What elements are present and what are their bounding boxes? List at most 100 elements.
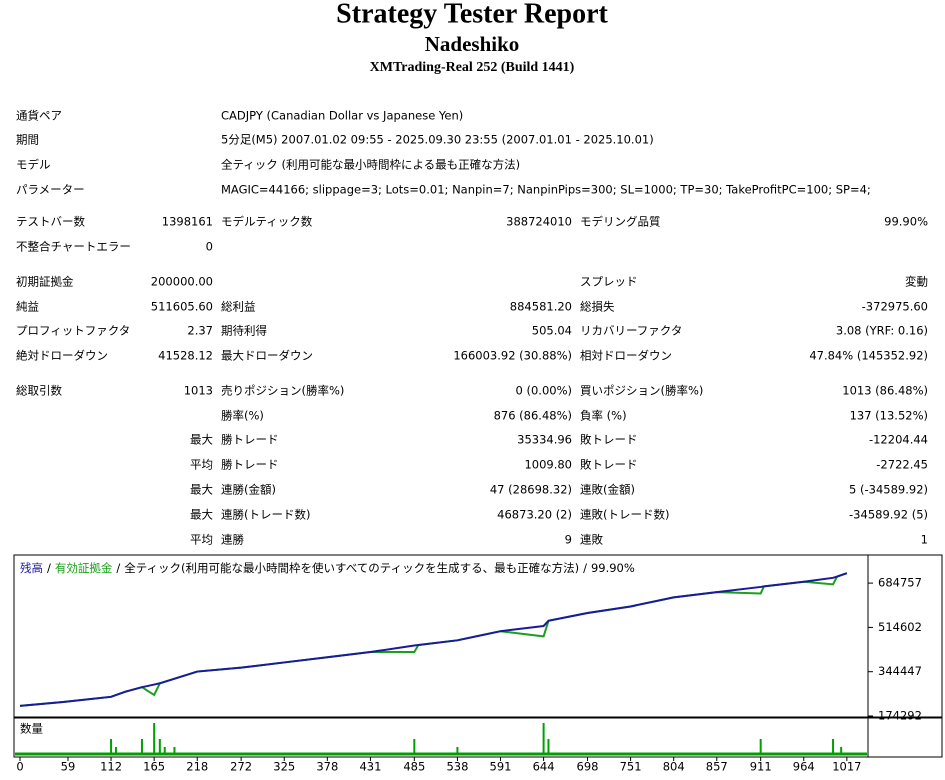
stat-value: 2.37 <box>187 324 213 338</box>
stat-value: 505.04 <box>532 324 572 338</box>
stat-value: 41528.12 <box>158 349 213 363</box>
x-tick-label: 485 <box>403 760 425 774</box>
legend: 残高 / 有効証拠金 / 全ティック(利用可能な最小時間枠を使いすべてのティックを生成す… <box>20 561 635 575</box>
x-tick-label: 804 <box>663 760 685 774</box>
legend-quality: 99.90% <box>591 561 635 575</box>
volume-bar <box>158 739 161 755</box>
stat-value: 1013 <box>184 384 213 398</box>
subtitle: Nadeshiko <box>425 32 520 56</box>
volume-bar <box>759 739 762 755</box>
stat-value: 平均 <box>190 458 213 472</box>
stat-label: 敗トレード <box>580 433 638 447</box>
stat-label: 連勝(金額) <box>221 483 276 497</box>
stat-value: 9 <box>565 533 572 547</box>
legend-equity: 有効証拠金 <box>55 561 113 575</box>
volume-label: 数量 <box>20 722 43 736</box>
volume-bar <box>542 723 545 755</box>
stat-value: 47.84% (145352.92) <box>809 349 928 363</box>
stat-label: 連敗(トレード数) <box>580 508 669 522</box>
volume-bar <box>840 747 843 755</box>
stat-value: 511605.60 <box>151 300 213 314</box>
stat-value: 平均 <box>190 533 213 547</box>
stat-label: 負率 (%) <box>580 409 627 423</box>
stat-label: スプレッド <box>580 275 638 289</box>
x-tick-label: 59 <box>61 760 76 774</box>
stat-label: 初期証拠金 <box>16 275 74 289</box>
volume-bar <box>110 739 113 755</box>
volume-bar <box>140 739 143 755</box>
stat-label: モデルティック数 <box>221 215 313 229</box>
stat-value: -2722.45 <box>876 458 928 472</box>
stat-value: 46873.20 (2) <box>497 508 572 522</box>
x-tick-label: 0 <box>16 760 23 774</box>
stat-value: 3.08 (YRF: 0.16) <box>836 324 928 338</box>
volume-bar <box>163 747 166 755</box>
stat-label: 連勝(トレード数) <box>221 508 310 522</box>
y-tick-label: 344447 <box>878 664 922 678</box>
stat-value: -34589.92 (5) <box>849 508 928 522</box>
legend-caption: 全ティック(利用可能な最小時間枠を使いすべてのティックを生成する、最も正確な方法… <box>124 561 579 575</box>
stat-label: 総損失 <box>580 300 615 314</box>
x-tick-label: 112 <box>100 760 122 774</box>
y-tick-label: 684757 <box>878 576 922 590</box>
stat-label: リカバリーファクタ <box>580 324 682 338</box>
setting-label: モデル <box>16 158 51 172</box>
x-tick-label: 644 <box>533 760 555 774</box>
stat-value: 876 (86.48%) <box>494 409 572 423</box>
stat-label: 連敗(金額) <box>580 483 635 497</box>
x-tick-label: 857 <box>706 760 728 774</box>
title: Strategy Tester Report <box>336 0 608 29</box>
x-tick-label: 325 <box>273 760 295 774</box>
stat-value: 最大 <box>190 508 213 522</box>
setting-label: 期間 <box>16 133 39 147</box>
volume-frame <box>13 717 943 758</box>
setting-value: CADJPY (Canadian Dollar vs Japanese Yen) <box>221 109 463 123</box>
stat-value: 47 (28698.32) <box>490 483 572 497</box>
stat-value: 5 (-34589.92) <box>849 483 928 497</box>
stat-value: 166003.92 (30.88%) <box>453 349 572 363</box>
stat-value: 388724010 <box>506 215 572 229</box>
x-tick-label: 378 <box>316 760 338 774</box>
stat-value: 35334.96 <box>517 433 572 447</box>
x-tick-label: 218 <box>186 760 208 774</box>
stat-value: 1013 (86.48%) <box>842 384 928 398</box>
stat-label: 連敗 <box>580 533 603 547</box>
stat-value: 200000.00 <box>151 275 213 289</box>
stat-value: 最大 <box>190 483 213 497</box>
stat-label: モデリング品質 <box>580 215 661 229</box>
setting-label: 通貨ペア <box>16 109 62 123</box>
stat-label: 純益 <box>16 300 39 314</box>
stat-label: 買いポジション(勝率%) <box>580 384 703 398</box>
volume-bar <box>173 747 176 755</box>
volume-bar <box>153 723 156 755</box>
stat-value: 0 (0.00%) <box>516 384 572 398</box>
stat-value: -12204.44 <box>869 433 928 447</box>
stat-value: 最大 <box>190 433 213 447</box>
legend-separator: / <box>583 561 587 575</box>
stat-label: 相対ドローダウン <box>580 349 672 363</box>
y-tick-label: 514602 <box>878 620 922 634</box>
stat-label: 最大ドローダウン <box>221 349 313 363</box>
legend-balance: 残高 <box>20 561 43 575</box>
stat-label: 期待利得 <box>221 324 267 338</box>
setting-value: MAGIC=44166; slippage=3; Lots=0.01; Nanp… <box>221 183 871 197</box>
stat-value: 1 <box>921 533 928 547</box>
stat-value: 変動 <box>905 275 928 289</box>
stat-value: 1398161 <box>162 215 213 229</box>
stat-value: -372975.60 <box>862 300 928 314</box>
stat-label: 勝率(%) <box>221 409 264 423</box>
legend-separator: / <box>116 561 120 575</box>
stat-label: 勝トレード <box>221 433 279 447</box>
volume-bar <box>832 739 835 755</box>
x-tick-label: 698 <box>577 760 599 774</box>
volume-bar <box>114 747 117 755</box>
stat-label: 総利益 <box>221 300 256 314</box>
series-line <box>19 572 848 707</box>
x-tick-label: 751 <box>620 760 642 774</box>
stat-label: 勝トレード <box>221 458 279 472</box>
volume-bar <box>547 739 550 755</box>
stat-label: 不整合チャートエラー <box>16 240 131 254</box>
stat-value: 884581.20 <box>510 300 572 314</box>
